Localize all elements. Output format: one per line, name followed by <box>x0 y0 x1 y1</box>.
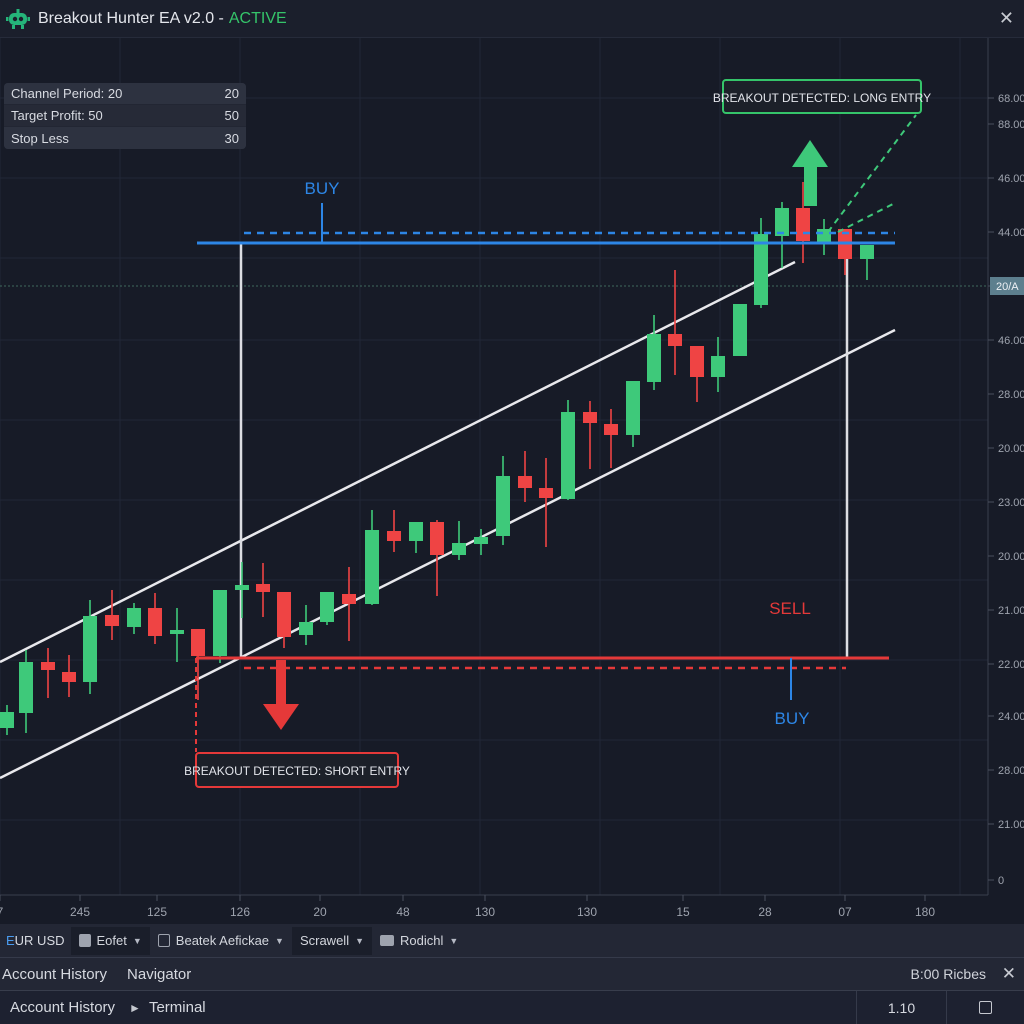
svg-text:24.00: 24.00 <box>998 711 1024 723</box>
svg-text:7: 7 <box>0 905 4 919</box>
param-row-stop-loss[interactable]: Stop Less 30 <box>4 127 246 149</box>
param-label: Stop Less <box>11 130 69 146</box>
param-label: Target Profit: 50 <box>11 108 103 123</box>
parameters-panel: Channel Period: 20 20 Target Profit: 50 … <box>4 83 246 149</box>
calendar-icon <box>979 1001 992 1014</box>
toolbar-dropdown-scroll[interactable]: Scrawell ▼ <box>291 926 372 955</box>
terminal-bar: Account History ► Terminal 1.10 <box>0 991 1024 1024</box>
chart-toolbar: E UR USD Eofet ▼ Beatek Aefickae ▼ Scrawe… <box>0 924 1024 958</box>
toolbar-dropdown-robot[interactable]: Rodichl ▼ <box>372 927 466 955</box>
svg-text:SELL: SELL <box>769 599 811 618</box>
close-icon[interactable]: ✕ <box>1001 964 1016 983</box>
panel-tabs: Account History Navigator B:00 Ricbes ✕ <box>0 958 1024 991</box>
svg-text:23.00: 23.00 <box>998 497 1024 509</box>
param-row-target-profit[interactable]: Target Profit: 50 50 <box>4 105 246 127</box>
chevron-down-icon: ▼ <box>355 935 364 946</box>
svg-text:20: 20 <box>313 905 327 919</box>
param-label: Channel Period: 20 <box>11 86 123 101</box>
balance-text: B:00 Ricbes <box>910 966 986 982</box>
price-chart[interactable]: 68.00 88.00 46.00 44.00 20/A 46.00 28.00 20.00 2… <box>0 38 1024 924</box>
svg-text:130: 130 <box>577 905 597 919</box>
svg-text:21.00: 21.00 <box>998 819 1024 831</box>
svg-text:46.00: 46.00 <box>998 335 1024 347</box>
svg-text:44.00: 44.00 <box>998 227 1024 239</box>
tab-account-history-2[interactable]: Account History <box>10 999 116 1016</box>
param-value: 20 <box>224 86 239 101</box>
param-value: 30 <box>224 130 239 146</box>
robot-icon <box>380 935 394 946</box>
svg-text:28: 28 <box>758 905 772 919</box>
svg-text:48: 48 <box>396 905 410 919</box>
svg-text:28.00: 28.00 <box>998 765 1024 777</box>
svg-text:20.00: 20.00 <box>998 443 1024 455</box>
toolbar-dropdown-chart[interactable]: Beatek Aefickae ▼ <box>150 927 292 955</box>
svg-text:68.00: 68.00 <box>998 93 1024 105</box>
svg-text:28.00: 28.00 <box>998 389 1024 401</box>
toolbar-dropdown-file[interactable]: Eofet ▼ <box>70 926 150 955</box>
svg-text:20/A: 20/A <box>996 281 1019 293</box>
svg-text:BREAKOUT DETECTED: SHORT ENTRY: BREAKOUT DETECTED: SHORT ENTRY <box>184 764 410 778</box>
tab-account-history[interactable]: Account History <box>2 965 108 983</box>
svg-text:15: 15 <box>676 905 690 919</box>
title-bar: Breakout Hunter EA v2.0 - ACTIVE ✕ <box>0 0 1024 38</box>
status-badge: ACTIVE <box>228 9 287 27</box>
svg-text:125: 125 <box>147 905 167 919</box>
tab-navigator[interactable]: Navigator <box>127 965 192 983</box>
svg-text:21.00: 21.00 <box>998 605 1024 617</box>
calendar-button[interactable] <box>946 991 1024 1024</box>
svg-text:126: 126 <box>230 905 250 919</box>
candlestick-chart[interactable]: 68.00 88.00 46.00 44.00 20/A 46.00 28.00 20.00 2… <box>0 38 1024 924</box>
app-title: Breakout Hunter EA v2.0 - <box>38 9 224 27</box>
symbol-selector[interactable]: E UR USD <box>6 933 65 948</box>
svg-text:130: 130 <box>475 905 495 919</box>
tab-terminal[interactable]: Terminal <box>148 999 206 1016</box>
svg-text:0: 0 <box>998 875 1004 887</box>
value-cell: 1.10 <box>856 991 946 1024</box>
robot-icon <box>6 8 30 29</box>
cursor-arrow-icon: ► <box>129 1000 141 1015</box>
param-value: 50 <box>224 108 239 123</box>
svg-text:88.00: 88.00 <box>998 119 1024 131</box>
chart-icon <box>157 934 170 947</box>
file-icon <box>78 934 91 947</box>
svg-text:BREAKOUT DETECTED: LONG ENTRY: BREAKOUT DETECTED: LONG ENTRY <box>713 91 931 105</box>
svg-text:46.00: 46.00 <box>998 173 1024 185</box>
svg-text:BUY: BUY <box>775 709 810 728</box>
svg-text:22.00: 22.00 <box>998 659 1024 671</box>
chevron-down-icon: ▼ <box>132 935 142 946</box>
param-row-channel-period[interactable]: Channel Period: 20 20 <box>4 83 246 105</box>
close-icon[interactable]: ✕ <box>998 8 1014 28</box>
svg-text:BUY: BUY <box>305 179 340 198</box>
svg-text:20.00: 20.00 <box>998 551 1024 563</box>
svg-text:07: 07 <box>838 905 852 919</box>
svg-text:180: 180 <box>915 905 935 919</box>
chevron-down-icon: ▼ <box>449 935 459 946</box>
chevron-down-icon: ▼ <box>275 935 284 946</box>
svg-text:245: 245 <box>70 905 90 919</box>
